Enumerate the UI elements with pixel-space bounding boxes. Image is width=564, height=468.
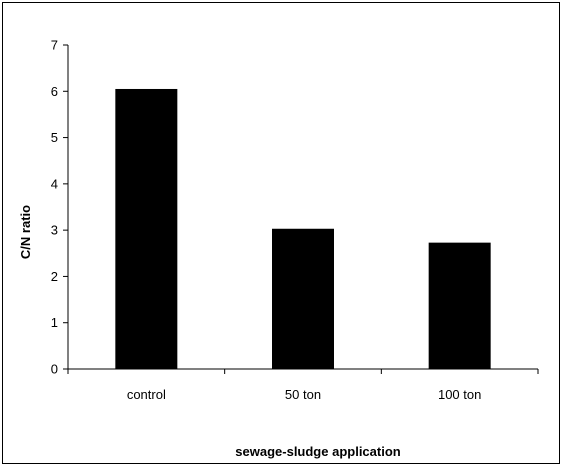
y-tick-label: 5 [51,130,58,145]
bar-100-ton [428,242,491,369]
y-axis-ticks [63,44,68,370]
y-tick-label: 1 [51,315,58,330]
bar-control [115,88,178,369]
y-tick-label: 3 [51,223,58,238]
y-tick-label: 2 [51,269,58,284]
x-axis-ticks [67,369,539,374]
x-tick-label: 50 ton [285,387,321,402]
y-tick-label: 0 [51,362,58,377]
y-tick-label: 7 [51,38,58,53]
y-tick-label: 4 [51,176,58,191]
y-axis-title: C/N ratio [18,205,33,259]
x-tick-label: control [127,387,166,402]
x-tick-label: 100 ton [438,387,481,402]
y-tick-label: 6 [51,84,58,99]
x-axis-title: sewage-sludge application [235,444,400,459]
tick-labels: 0 1 2 3 4 5 6 7 control 50 ton 100 ton [51,38,482,403]
bars-group [115,88,491,369]
bar-50-ton [272,228,334,369]
